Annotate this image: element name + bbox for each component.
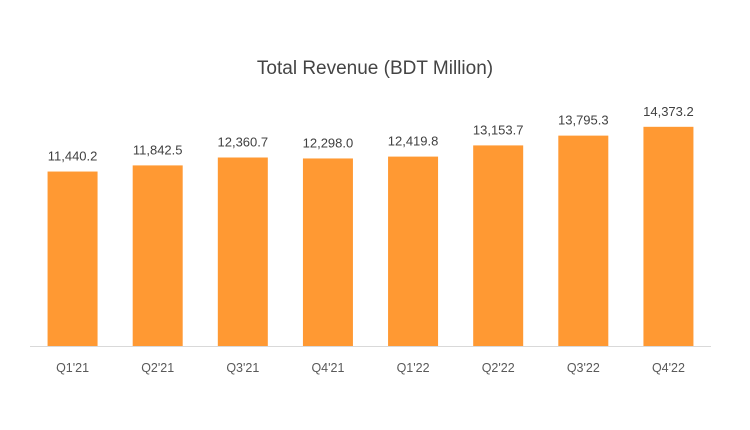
x-tick-label: Q3'22 — [567, 361, 600, 375]
x-tick-label: Q2'22 — [482, 361, 515, 375]
x-tick-label: Q3'21 — [226, 361, 259, 375]
x-tick-label: Q4'21 — [311, 361, 344, 375]
data-label: 14,373.2 — [643, 104, 694, 119]
data-label: 12,360.7 — [218, 134, 269, 149]
data-label: 12,298.0 — [303, 135, 354, 150]
data-label: 13,795.3 — [558, 113, 609, 128]
data-label: 13,153.7 — [473, 122, 524, 137]
x-tick-label: Q2'21 — [141, 361, 174, 375]
bar-Q2'21 — [132, 165, 183, 346]
x-tick-label: Q4'22 — [652, 361, 685, 375]
bar-Q3'21 — [217, 157, 268, 346]
x-tick-label: Q1'22 — [397, 361, 430, 375]
bar-Q4'22 — [643, 126, 694, 346]
data-label: 11,440.2 — [48, 149, 98, 164]
bar-Q3'22 — [558, 135, 609, 346]
bar-group — [47, 126, 694, 346]
data-label: 11,842.5 — [133, 142, 183, 157]
bar-Q1'21 — [47, 171, 98, 346]
chart-title: Total Revenue (BDT Million) — [256, 58, 494, 79]
x-tick-label: Q1'21 — [56, 361, 89, 375]
label-group: 11,440.2 Q1'21 11,842.5 Q2'21 12,360.7 Q3'21 1… — [48, 104, 694, 375]
bar-Q2'22 — [473, 145, 524, 346]
bar-Q1'22 — [388, 156, 439, 346]
bar-Q4'21 — [302, 158, 353, 346]
data-label: 12,419.8 — [388, 134, 439, 149]
